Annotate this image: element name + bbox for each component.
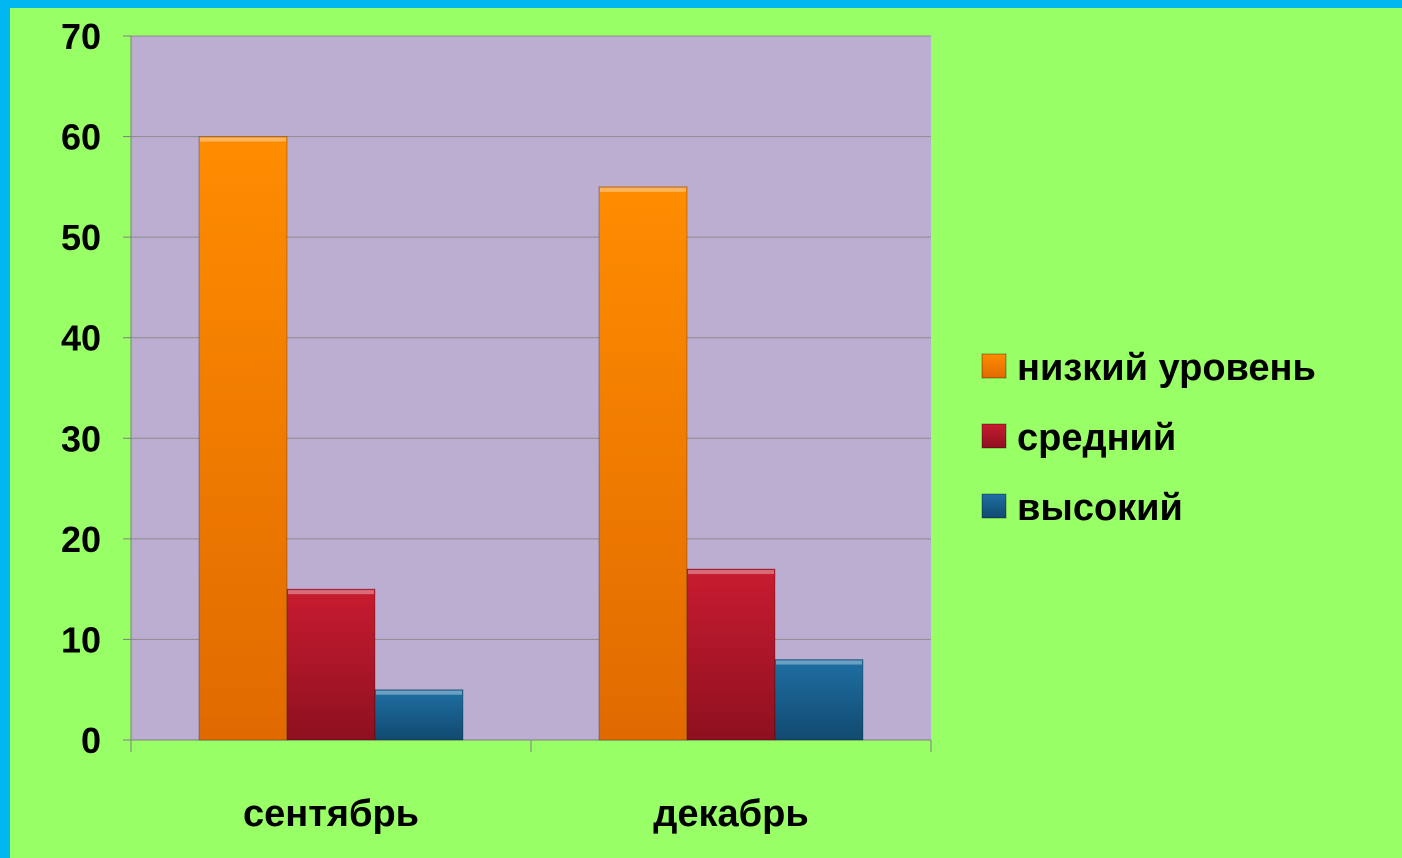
legend-label: низкий уровень xyxy=(1017,347,1316,389)
bar-2-2 xyxy=(686,568,776,741)
legend-swatch xyxy=(981,493,1007,519)
x-category-label: декабрь xyxy=(653,793,808,835)
bar-highlight xyxy=(600,187,686,192)
legend-label: средний xyxy=(1017,417,1176,459)
legend-swatch xyxy=(981,353,1007,379)
bar-3-1 xyxy=(374,689,464,741)
slide-background: 0 10 20 30 40 50 60 70 сентябрь декабрь низкий у… xyxy=(10,8,1402,858)
y-tick-label: 30 xyxy=(61,418,101,459)
y-tick-label: 40 xyxy=(61,318,101,359)
y-tick-label: 60 xyxy=(61,117,101,158)
y-tick-labels: 0 10 20 30 40 50 60 70 xyxy=(61,16,101,761)
bar-2-1 xyxy=(286,588,376,741)
bar-chart: 0 10 20 30 40 50 60 70 сентябрь декабрь низкий у… xyxy=(61,16,1316,835)
bar-highlight xyxy=(200,137,286,142)
bar-1-2 xyxy=(598,186,688,741)
legend-swatch xyxy=(981,423,1007,449)
bar-1-1 xyxy=(198,136,288,741)
legend-label: высокий xyxy=(1017,487,1183,529)
bar-highlight xyxy=(376,690,462,695)
y-tick-label: 50 xyxy=(61,217,101,258)
y-tick-label: 20 xyxy=(61,519,101,560)
bar-3-2 xyxy=(774,659,864,741)
bar-highlight xyxy=(776,660,862,665)
y-tick-label: 0 xyxy=(81,720,101,761)
bar-highlight xyxy=(288,590,374,595)
y-tick-label: 70 xyxy=(61,16,101,57)
x-category-label: сентябрь xyxy=(243,793,419,835)
x-category-labels: сентябрь декабрь xyxy=(243,793,809,835)
bars xyxy=(198,136,864,741)
bar-highlight xyxy=(688,570,774,575)
y-tick-label: 10 xyxy=(61,619,101,660)
legend: низкий уровень средний высокий xyxy=(981,347,1316,529)
